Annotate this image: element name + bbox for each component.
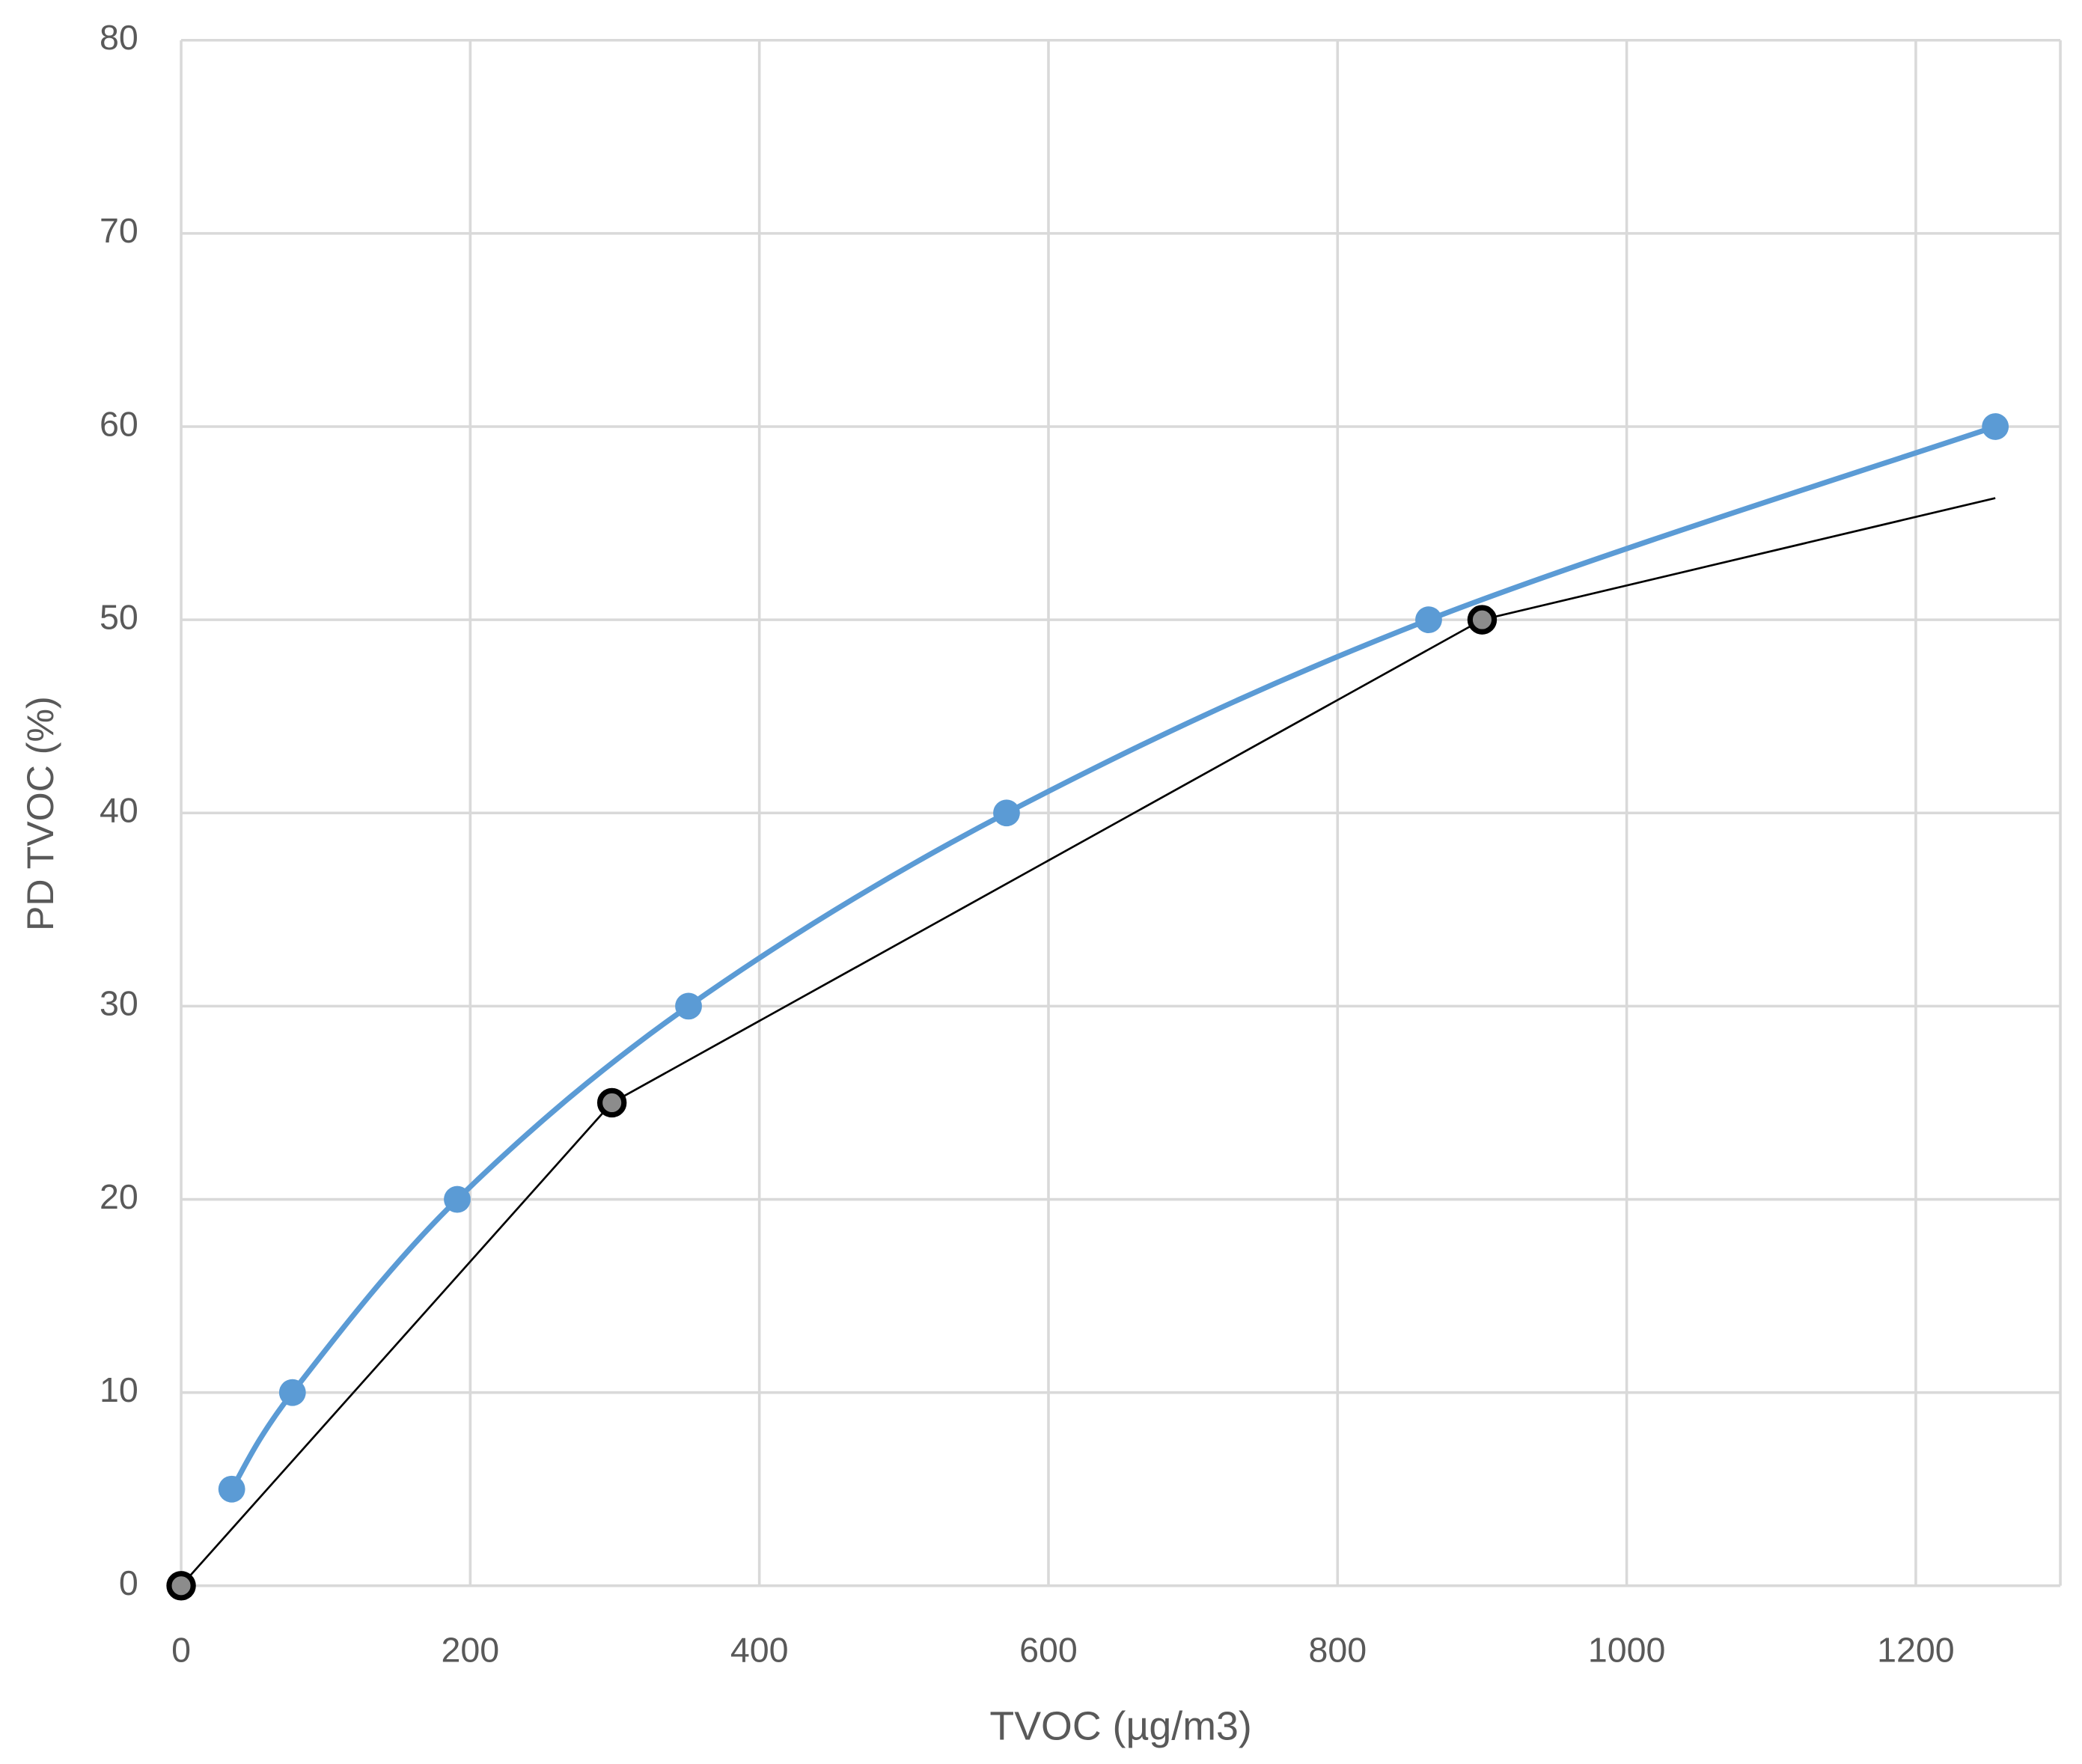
data-point [675,992,702,1020]
y-tick-label: 0 [119,1563,138,1602]
data-point [1415,606,1442,634]
x-tick-label: 800 [1308,1631,1367,1670]
data-point [218,1475,245,1503]
data-point [596,1087,627,1118]
x-axis-label: TVOC (µg/m3) [989,1704,1251,1749]
data-point [278,1379,306,1406]
y-tick-label: 50 [100,597,138,636]
x-tick-label: 1200 [1877,1631,1955,1670]
y-tick-label: 20 [100,1177,138,1216]
data-point [993,799,1020,827]
data-point [1982,413,2009,440]
x-tick-label: 400 [730,1631,789,1670]
x-tick-label: 1000 [1588,1631,1666,1670]
y-tick-label: 30 [100,984,138,1023]
y-tick-label: 60 [100,404,138,443]
data-point [444,1185,471,1213]
y-tick-label: 80 [100,18,138,57]
series-line [229,424,1997,1491]
x-tick-label: 200 [442,1631,500,1670]
y-axis-label: PD TVOC (%) [19,696,61,931]
y-tick-label: 40 [100,791,138,830]
data-point [1467,605,1498,635]
series-line [180,497,1996,1587]
data-point [166,1571,196,1601]
x-tick-label: 600 [1019,1631,1078,1670]
x-tick-label: 0 [171,1631,191,1670]
y-tick-label: 70 [100,211,138,250]
y-tick-label: 10 [100,1370,138,1409]
